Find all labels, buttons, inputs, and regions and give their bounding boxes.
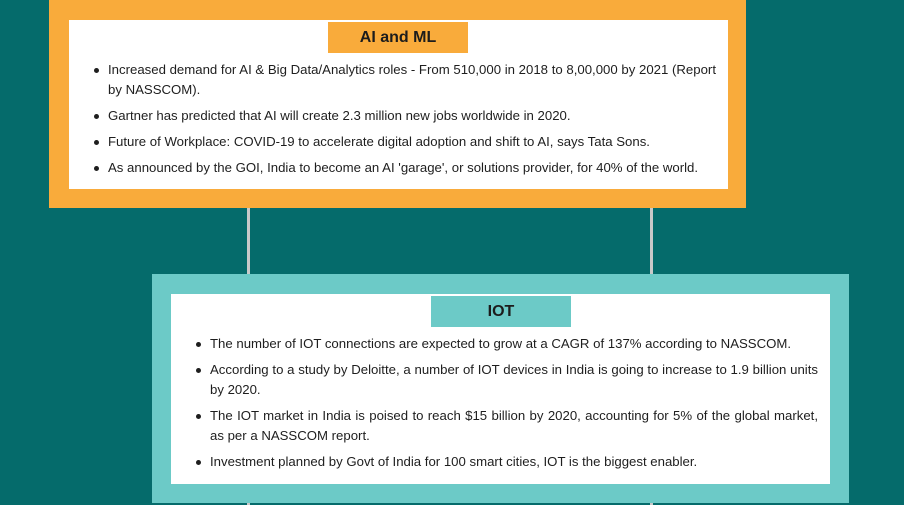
iot-title: IOT <box>431 296 571 327</box>
ai-ml-title: AI and ML <box>328 22 468 53</box>
list-item: Gartner has predicted that AI will creat… <box>94 106 716 126</box>
ai-ml-list: Increased demand for AI & Big Data/Analy… <box>69 60 716 184</box>
list-item: As announced by the GOI, India to become… <box>94 158 716 178</box>
list-item: The number of IOT connections are expect… <box>196 334 818 354</box>
list-item: Increased demand for AI & Big Data/Analy… <box>94 60 716 100</box>
ai-ml-panel: AI and ML Increased demand for AI & Big … <box>49 0 746 208</box>
list-item: Future of Workplace: COVID-19 to acceler… <box>94 132 716 152</box>
iot-panel: IOT The number of IOT connections are ex… <box>152 274 849 503</box>
list-item: The IOT market in India is poised to rea… <box>196 406 818 446</box>
ai-ml-card: AI and ML Increased demand for AI & Big … <box>69 20 728 189</box>
list-item: According to a study by Deloitte, a numb… <box>196 360 818 400</box>
iot-list: The number of IOT connections are expect… <box>171 334 818 478</box>
list-item: Investment planned by Govt of India for … <box>196 452 818 472</box>
iot-card: IOT The number of IOT connections are ex… <box>171 294 830 484</box>
